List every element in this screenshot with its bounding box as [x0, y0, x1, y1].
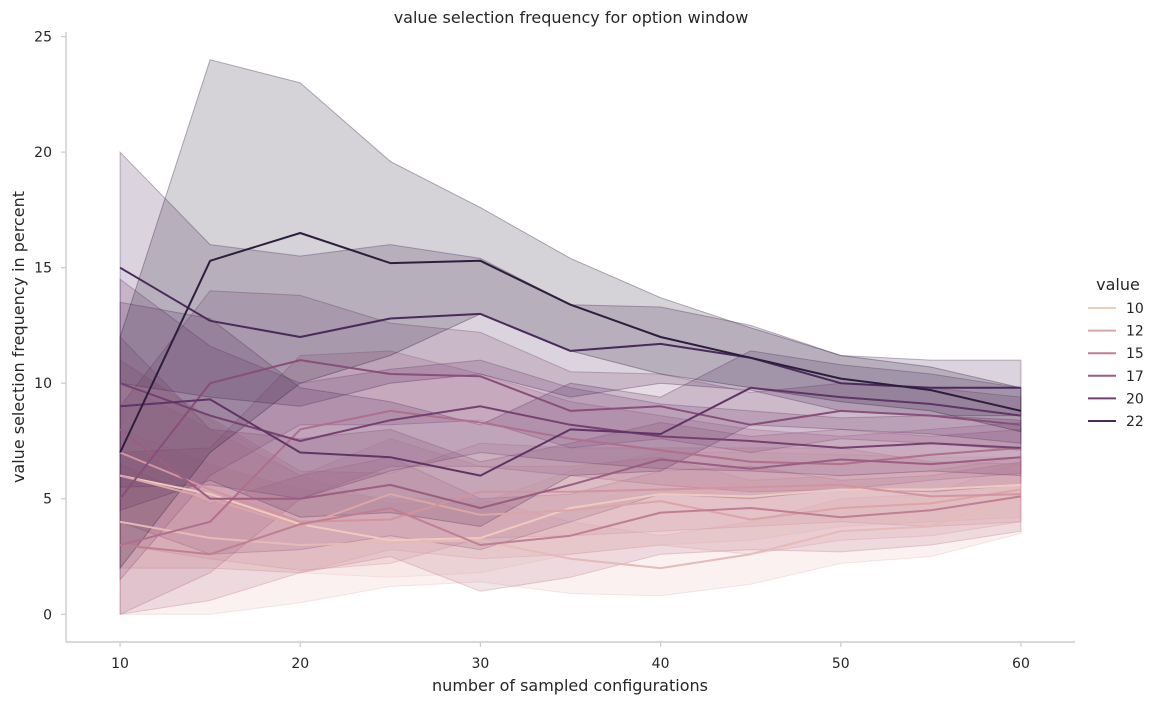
series-line-2 — [119, 474, 1022, 528]
legend-label-22: 22 — [1126, 414, 1144, 430]
x-axis-label: number of sampled configurations — [432, 676, 708, 695]
legend-label-15: 15 — [1126, 346, 1144, 362]
legend: value 10 12 15 17 20 22 — [1088, 275, 1144, 430]
series-line-1 — [119, 493, 1022, 570]
y-tick-label: 10 — [34, 376, 52, 392]
chart-title: value selection frequency for option win… — [394, 8, 749, 27]
x-tick-label: 50 — [832, 656, 850, 672]
ci-band-3 — [119, 359, 1022, 571]
legend-title: value — [1096, 275, 1140, 294]
x-tick-label: 10 — [111, 656, 129, 672]
series-line-6 — [119, 428, 1021, 509]
confidence-bands — [119, 59, 1022, 616]
ci-band-5 — [119, 350, 1022, 616]
y-tick-label: 25 — [34, 30, 52, 46]
x-axis-ticks: 10 20 30 40 50 60 — [111, 642, 1030, 672]
ci-band-1 — [119, 428, 1022, 615]
y-tick-label: 5 — [43, 492, 52, 508]
series-line-8 — [119, 382, 1021, 449]
series-line-10 — [119, 266, 1021, 389]
ci-band-0 — [119, 359, 1022, 578]
x-tick-label: 60 — [1012, 656, 1030, 672]
legend-label-10: 10 — [1126, 301, 1144, 317]
legend-label-17: 17 — [1126, 369, 1144, 385]
series-line-3 — [119, 451, 1021, 523]
y-axis-label: value selection frequency in percent — [9, 191, 28, 483]
y-tick-label: 0 — [43, 607, 52, 623]
y-tick-label: 20 — [34, 145, 52, 161]
ci-band-11 — [119, 59, 1022, 570]
y-tick-label: 15 — [34, 261, 52, 277]
series-line-7 — [119, 359, 1022, 500]
x-tick-label: 40 — [652, 656, 670, 672]
series-lines — [119, 232, 1022, 570]
legend-label-12: 12 — [1126, 324, 1144, 340]
series-line-4 — [119, 495, 1022, 556]
ci-band-2 — [119, 382, 1022, 574]
x-tick-label: 30 — [471, 656, 489, 672]
legend-label-20: 20 — [1126, 391, 1144, 407]
series-line-11 — [119, 232, 1022, 453]
x-tick-label: 20 — [291, 656, 309, 672]
series-line-9 — [120, 386, 1022, 477]
y-axis-ticks: 0 5 10 15 20 25 — [34, 30, 66, 623]
ci-band-7 — [119, 290, 1022, 581]
